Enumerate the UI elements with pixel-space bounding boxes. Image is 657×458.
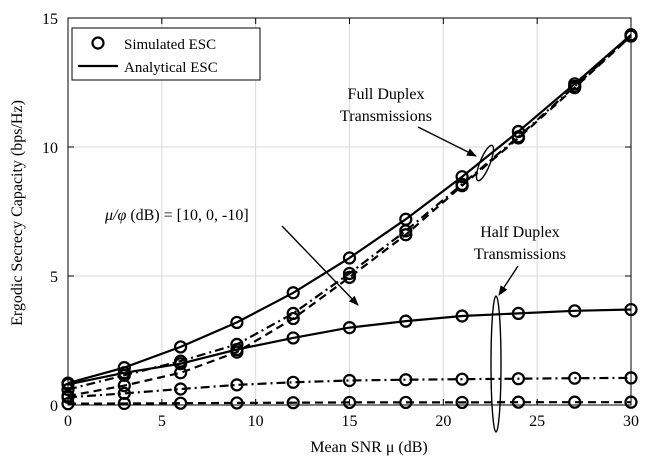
data-point-half-duplex-solid bbox=[286, 331, 300, 345]
annotation-half-duplex-line1: Half Duplex bbox=[480, 224, 560, 241]
data-point-half-duplex-dashed bbox=[286, 396, 300, 410]
data-point-half-duplex-dashdot bbox=[230, 378, 244, 392]
plot-frame bbox=[67, 17, 632, 406]
legend-label-analytical: Analytical ESC bbox=[124, 60, 218, 76]
data-point-half-duplex-dashdot bbox=[286, 375, 300, 389]
y-tick-label: 15 bbox=[42, 11, 58, 28]
legend-label-simulated: Simulated ESC bbox=[124, 37, 216, 53]
legend-box bbox=[71, 27, 261, 81]
x-tick-label: 15 bbox=[342, 413, 358, 430]
data-point-full-duplex-dashed bbox=[174, 366, 188, 380]
data-point-half-duplex-dashed bbox=[117, 396, 131, 411]
data-point-full-duplex-dashed bbox=[568, 81, 582, 95]
y-tick-label: 0 bbox=[50, 398, 58, 415]
data-point-full-duplex-solid bbox=[455, 170, 469, 184]
legend-marker-circle bbox=[91, 36, 105, 50]
x-tick-label: 0 bbox=[64, 413, 72, 430]
series-line-half-duplex-solid bbox=[67, 308, 632, 386]
data-point-full-duplex-dashed bbox=[455, 179, 469, 193]
annotation-arrow-ratio bbox=[281, 225, 359, 306]
annotation-ratio-symbol: μ/φ bbox=[104, 207, 126, 224]
data-point-half-duplex-dashed bbox=[399, 395, 413, 410]
legend: Simulated ESC Analytical ESC bbox=[71, 27, 261, 81]
data-point-full-duplex-dashed bbox=[117, 379, 131, 393]
x-tick-label: 30 bbox=[623, 413, 639, 430]
x-tick-label: 20 bbox=[435, 413, 451, 430]
y-tick-label: 10 bbox=[42, 140, 58, 157]
x-axis-label: Mean SNR μ (dB) bbox=[310, 439, 427, 456]
data-point-half-duplex-solid bbox=[174, 357, 188, 371]
data-point-half-duplex-solid bbox=[342, 321, 357, 335]
y-axis-label: Ergodic Secrecy Capacity (bps/Hz) bbox=[9, 100, 26, 326]
annotation-full-duplex-line2: Transmissions bbox=[340, 108, 432, 125]
data-point-full-duplex-solid bbox=[286, 286, 300, 300]
data-point-half-duplex-dashed bbox=[230, 396, 244, 410]
annotation-arrow-full-duplex bbox=[417, 126, 477, 157]
data-point-half-duplex-dashdot bbox=[511, 372, 526, 386]
x-tick-label: 10 bbox=[248, 413, 264, 430]
annotation-ellipse-full-duplex bbox=[475, 144, 495, 182]
annotation-ellipse-half-duplex bbox=[490, 295, 502, 433]
annotation-half-duplex-line2: Transmissions bbox=[474, 246, 566, 263]
data-point-half-duplex-solid bbox=[117, 366, 131, 380]
data-point-half-duplex-dashed bbox=[568, 395, 582, 409]
data-point-full-duplex-dashed bbox=[511, 131, 526, 145]
data-point-full-duplex-solid bbox=[230, 315, 244, 330]
annotation-arrow-half-duplex bbox=[498, 265, 519, 296]
data-point-full-duplex-dashed bbox=[342, 270, 357, 284]
x-tick-label: 25 bbox=[529, 413, 545, 430]
data-point-half-duplex-dashed bbox=[455, 395, 469, 410]
data-point-half-duplex-dashed bbox=[511, 395, 526, 409]
data-point-half-duplex-solid bbox=[511, 306, 526, 321]
data-point-full-duplex-dashdot bbox=[399, 224, 413, 238]
annotation-ratio-text: (dB) = [10, 0, -10] bbox=[126, 207, 248, 224]
data-point-half-duplex-solid bbox=[399, 314, 413, 328]
data-point-full-duplex-dashed bbox=[286, 311, 300, 326]
data-point-half-duplex-solid bbox=[568, 304, 582, 318]
data-point-half-duplex-dashdot bbox=[399, 373, 413, 387]
data-point-full-duplex-solid bbox=[174, 340, 188, 354]
annotation-ratio: μ/φ (dB) = [10, 0, -10] bbox=[104, 207, 249, 224]
data-point-half-duplex-dashdot bbox=[342, 373, 357, 388]
data-point-half-duplex-dashdot bbox=[568, 371, 582, 385]
data-point-half-duplex-dashdot bbox=[174, 382, 188, 396]
data-point-full-duplex-dashed bbox=[399, 228, 413, 242]
x-tick-label: 5 bbox=[158, 413, 166, 430]
data-point-half-duplex-dashed bbox=[342, 395, 357, 410]
data-point-half-duplex-dashed bbox=[174, 396, 188, 410]
series-line-full-duplex-dashed bbox=[67, 35, 632, 398]
data-point-half-duplex-solid bbox=[455, 309, 469, 323]
data-point-half-duplex-solid bbox=[230, 342, 244, 357]
annotation-full-duplex-line1: Full Duplex bbox=[348, 86, 425, 103]
series-line-half-duplex-dashdot bbox=[67, 376, 632, 399]
data-point-half-duplex-dashdot bbox=[455, 372, 469, 386]
y-tick-label: 5 bbox=[50, 269, 58, 286]
annotations: Full Duplex Transmissions μ/φ (dB) = [10… bbox=[104, 86, 566, 433]
series-line-full-duplex-solid bbox=[67, 33, 632, 385]
data-point-full-duplex-solid bbox=[342, 251, 357, 265]
